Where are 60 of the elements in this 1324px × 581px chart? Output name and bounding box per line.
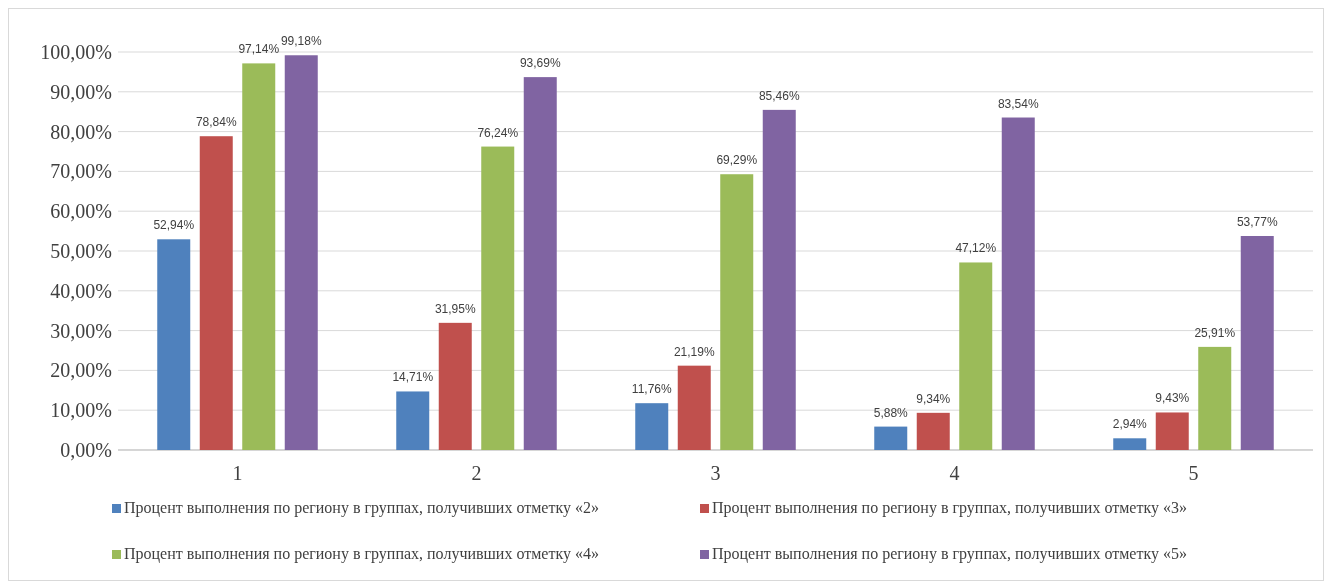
data-label: 85,46% (758, 88, 800, 103)
data-label: 25,91% (1194, 325, 1236, 340)
bar (157, 239, 191, 450)
data-label: 14,71% (392, 370, 434, 385)
data-label: 76,24% (477, 125, 519, 140)
y-tick-label: 100,00% (40, 41, 112, 63)
bar (720, 174, 754, 450)
bar (959, 262, 993, 450)
x-tick-label: 1 (232, 462, 243, 484)
bar (1113, 438, 1147, 450)
bar (199, 136, 233, 450)
data-label: 69,29% (716, 153, 758, 168)
data-label: 47,12% (955, 241, 997, 256)
y-tick-label: 40,00% (50, 279, 112, 302)
legend-label: Процент выполнения по региону в группах, получивших отметку «5» (712, 545, 1187, 563)
y-tick-label: 80,00% (50, 120, 112, 143)
bar (1001, 117, 1035, 450)
bar (284, 55, 318, 450)
data-label: 93,69% (519, 56, 561, 71)
x-tick-label: 4 (949, 462, 960, 484)
y-tick-label: 20,00% (50, 359, 112, 382)
bar (677, 365, 711, 450)
x-tick-label: 2 (471, 462, 482, 484)
data-label: 53,77% (1236, 215, 1278, 229)
data-label: 21,19% (673, 344, 715, 359)
y-tick-label: 0,00% (60, 439, 112, 461)
x-tick-label: 5 (1188, 462, 1199, 484)
y-tick-label: 90,00% (50, 80, 112, 103)
bar (635, 403, 669, 450)
data-label: 78,84% (195, 115, 237, 130)
bar (242, 63, 276, 450)
data-label: 5,88% (873, 405, 909, 420)
bar (523, 77, 557, 450)
data-label: 97,14% (238, 42, 280, 57)
y-tick-label: 50,00% (50, 240, 112, 262)
legend-label: Процент выполнения по региону в группах, получивших отметку «2» (124, 499, 599, 517)
bar (396, 391, 430, 450)
bar (762, 109, 796, 450)
data-label: 99,18% (280, 34, 322, 49)
data-label: 31,95% (434, 301, 476, 316)
y-tick-label: 30,00% (50, 319, 112, 342)
bar (1155, 412, 1189, 450)
bar (1240, 236, 1274, 450)
x-tick-label: 3 (710, 462, 721, 484)
legend-label: Процент выполнения по региону в группах, получивших отметку «4» (124, 545, 599, 563)
data-label: 11,76% (631, 382, 672, 397)
data-label: 2,94% (1112, 417, 1148, 432)
bar (916, 412, 950, 450)
data-label: 9,34% (916, 391, 951, 406)
bar (1198, 346, 1232, 450)
bar (874, 426, 908, 450)
data-label: 9,43% (1155, 391, 1190, 406)
y-tick-label: 10,00% (50, 399, 112, 422)
y-tick-label: 70,00% (50, 160, 112, 183)
data-label: 83,54% (997, 96, 1039, 111)
legend-label: Процент выполнения по региону в группах, получивших отметку «3» (712, 499, 1187, 517)
y-tick-label: 60,00% (50, 200, 112, 223)
data-label: 52,94% (153, 218, 195, 233)
bar (481, 146, 515, 450)
bar (438, 322, 472, 450)
